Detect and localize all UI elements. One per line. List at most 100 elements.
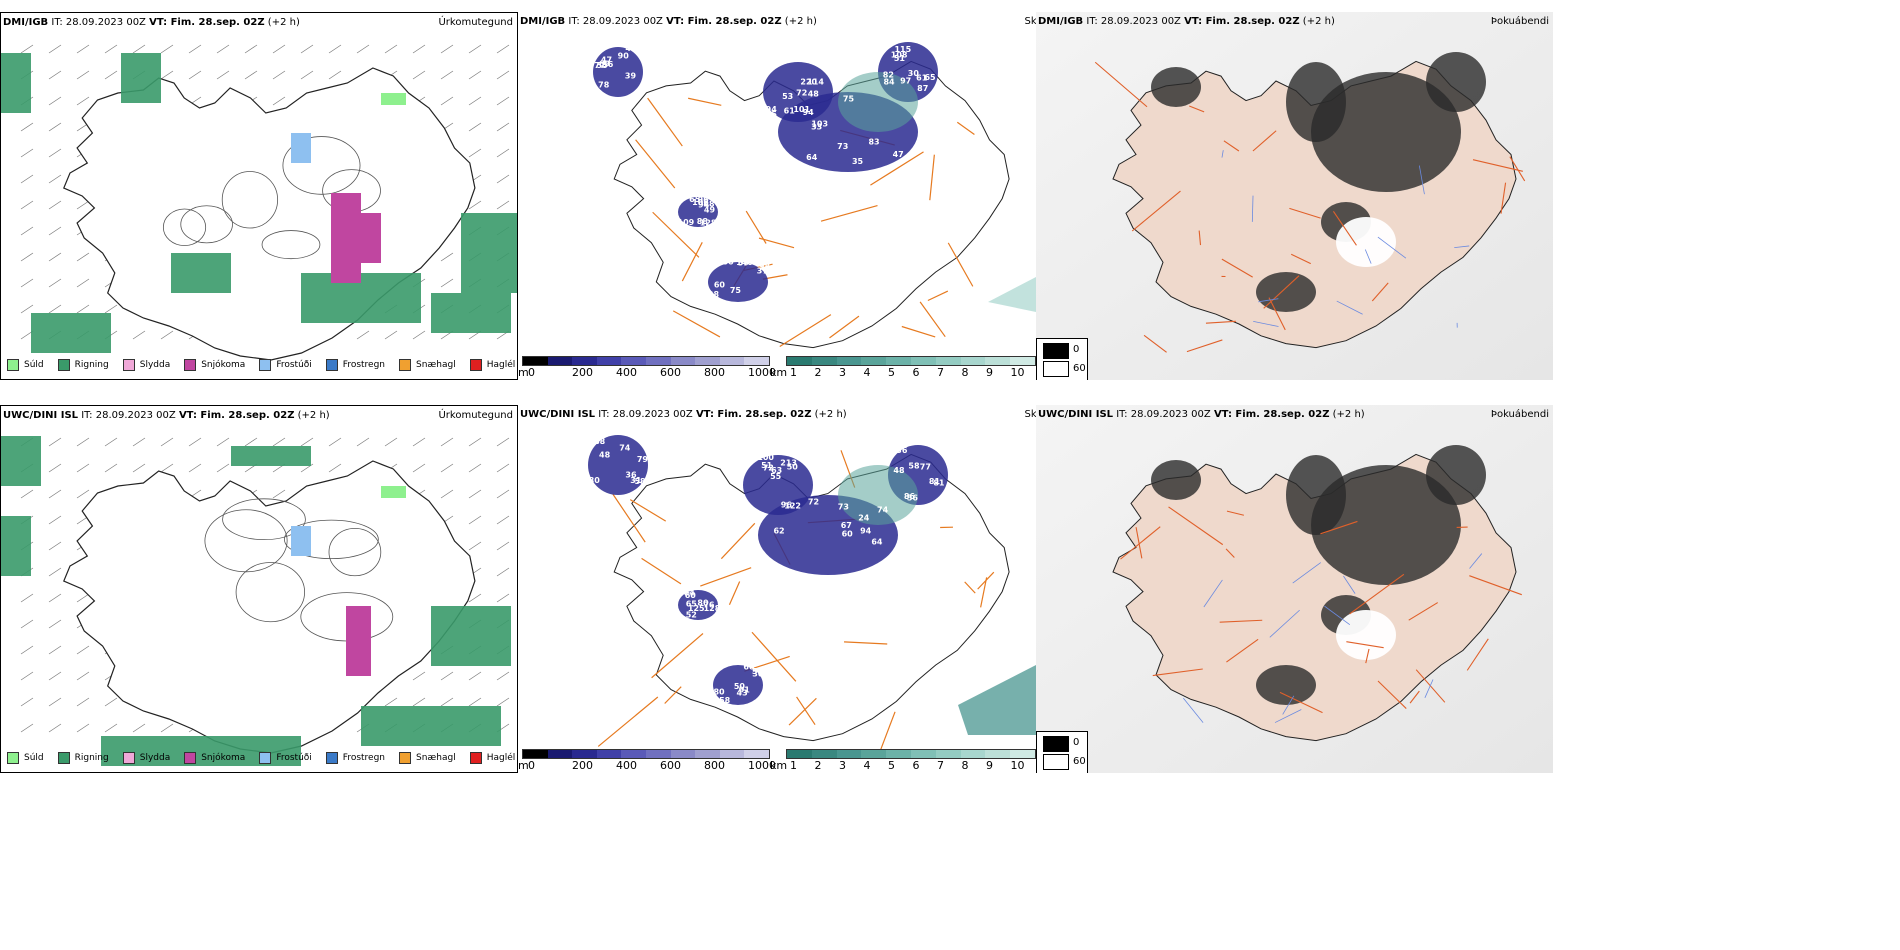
- precip-legend-item: Frostúði: [259, 752, 312, 764]
- cloud-base-value: 64: [684, 588, 696, 597]
- precip-legend-label: Slydda: [139, 360, 171, 370]
- cloud-base-value: 74: [619, 443, 631, 452]
- cloud-base-value: 55: [770, 472, 782, 481]
- wind-barb: [468, 437, 482, 447]
- wind-barb: [20, 148, 34, 158]
- cloud-base-value: 69: [599, 59, 611, 68]
- lead-offset: (+2 h): [297, 410, 330, 421]
- road: [728, 581, 741, 605]
- road: [652, 211, 700, 258]
- cloud-base-map-uwc: UWC/DINI ISL IT: 28.09.2023 00Z VT: Fim.…: [518, 405, 1036, 773]
- model-source: DMI/IGB: [520, 16, 566, 27]
- road: [1472, 159, 1523, 172]
- river: [1377, 236, 1407, 259]
- wind-barb: [468, 515, 482, 525]
- cloud-base-value: 51: [761, 461, 773, 470]
- road: [1320, 520, 1358, 535]
- precip-legend-label: Haglél: [486, 753, 516, 763]
- road: [788, 697, 817, 726]
- road: [720, 522, 756, 560]
- precip-legend-label: Frostúði: [276, 360, 312, 370]
- wind-barb: [20, 252, 34, 262]
- it-prefix: IT:: [1116, 409, 1128, 420]
- cloud-base-value: 109: [678, 218, 695, 227]
- road: [901, 325, 936, 338]
- wind-barb: [20, 723, 34, 733]
- cloud-base-value: 87: [917, 84, 928, 93]
- map-header: UWC/DINI ISL IT: 28.09.2023 00Z VT: Fim.…: [1038, 408, 1551, 422]
- precip-legend-item: Rigning: [57, 359, 109, 371]
- wind-barb: [272, 437, 286, 447]
- road: [779, 314, 832, 348]
- colorbar-tick: 8: [961, 366, 969, 379]
- wind-barb: [76, 304, 90, 314]
- init-time: 28.09.2023 00Z: [95, 410, 176, 421]
- road: [1189, 105, 1205, 113]
- wind-barb: [76, 278, 90, 288]
- colorbar-tick: 5: [888, 366, 895, 379]
- road: [1186, 339, 1223, 353]
- wind-barb: [496, 200, 510, 210]
- init-time: 28.09.2023 00Z: [612, 409, 693, 420]
- cloud-base-value: 24: [858, 513, 870, 522]
- clear-area: [1336, 610, 1396, 660]
- cloud-base-value: 72: [763, 464, 774, 473]
- precip-legend-label: Frostregn: [342, 360, 386, 370]
- precip-legend: Súld Rigning Slydda Snjókoma Frostúði Frostre…: [7, 359, 515, 371]
- cloud-base-value: 220: [800, 78, 817, 87]
- precip-legend-item: Súld: [7, 359, 44, 371]
- low-cloud-area: [593, 47, 643, 97]
- cloud-colorbar: m 0 200 400 600 800 1000 km 1 2 3 4 5 6 7 8 9 10: [518, 749, 1036, 773]
- colorbar-tick: 6: [912, 759, 920, 772]
- wind-barb: [440, 671, 454, 681]
- wind-barb: [20, 200, 34, 210]
- colorbar-tick: 2: [814, 366, 822, 379]
- cloud-base-value: 48: [599, 450, 611, 459]
- wind-barb: [20, 671, 34, 681]
- wind-barb: [160, 437, 174, 447]
- clear-area: [1336, 217, 1396, 267]
- road: [929, 154, 935, 201]
- precip-type-map-dmi: DMI/IGB IT: 28.09.2023 00Z VT: Fim. 28.s…: [0, 12, 518, 380]
- wind-barb: [496, 44, 510, 54]
- precip-legend-item: Frostregn: [325, 752, 385, 764]
- fog-map-canvas: [1036, 12, 1553, 380]
- wind-barb: [76, 489, 90, 499]
- wind-barb: [48, 567, 62, 577]
- rain-area: [171, 253, 231, 293]
- road: [1143, 334, 1167, 353]
- cloud-base-value: 28: [708, 290, 720, 299]
- colorbar-swatch: [547, 750, 573, 758]
- terrain-contour: [204, 509, 288, 573]
- precip-legend: Súld Rigning Slydda Snjókoma Frostúði Frostre…: [7, 752, 515, 764]
- wind-barb: [160, 330, 174, 340]
- wind-barb: [216, 463, 230, 473]
- road: [820, 204, 878, 222]
- cloud-base-value: 60: [685, 591, 697, 600]
- colorbar-tick: 10: [1010, 366, 1025, 379]
- road: [927, 290, 949, 302]
- precip-legend-item: Slydda: [122, 359, 171, 371]
- colorbar-swatch: [596, 357, 622, 365]
- cloud-base-value: 73: [838, 503, 849, 512]
- model-source: UWC/DINI ISL: [520, 409, 596, 420]
- wind-barb: [188, 70, 202, 80]
- cloud-base-value: 114: [807, 78, 824, 87]
- precip-legend-item: Snæhagl: [399, 359, 456, 371]
- road: [956, 121, 975, 135]
- road: [688, 97, 722, 106]
- low-cloud-area: [713, 665, 763, 705]
- colorbar-swatch: [523, 357, 548, 365]
- fog-index-map-uwc: UWC/DINI ISL IT: 28.09.2023 00Z VT: Fim.…: [1036, 405, 1553, 773]
- cloud-base-value: 81: [933, 479, 945, 488]
- cloud-base-value: 70: [768, 60, 780, 69]
- wind-barb: [188, 44, 202, 54]
- road: [1135, 527, 1143, 559]
- wind-barb: [160, 44, 174, 54]
- cloud-base-value: 80: [589, 476, 601, 485]
- river: [1343, 575, 1356, 594]
- wind-barb: [468, 489, 482, 499]
- colorbar-tick: 800: [704, 366, 725, 379]
- road: [1252, 130, 1277, 152]
- wind-barb: [440, 96, 454, 106]
